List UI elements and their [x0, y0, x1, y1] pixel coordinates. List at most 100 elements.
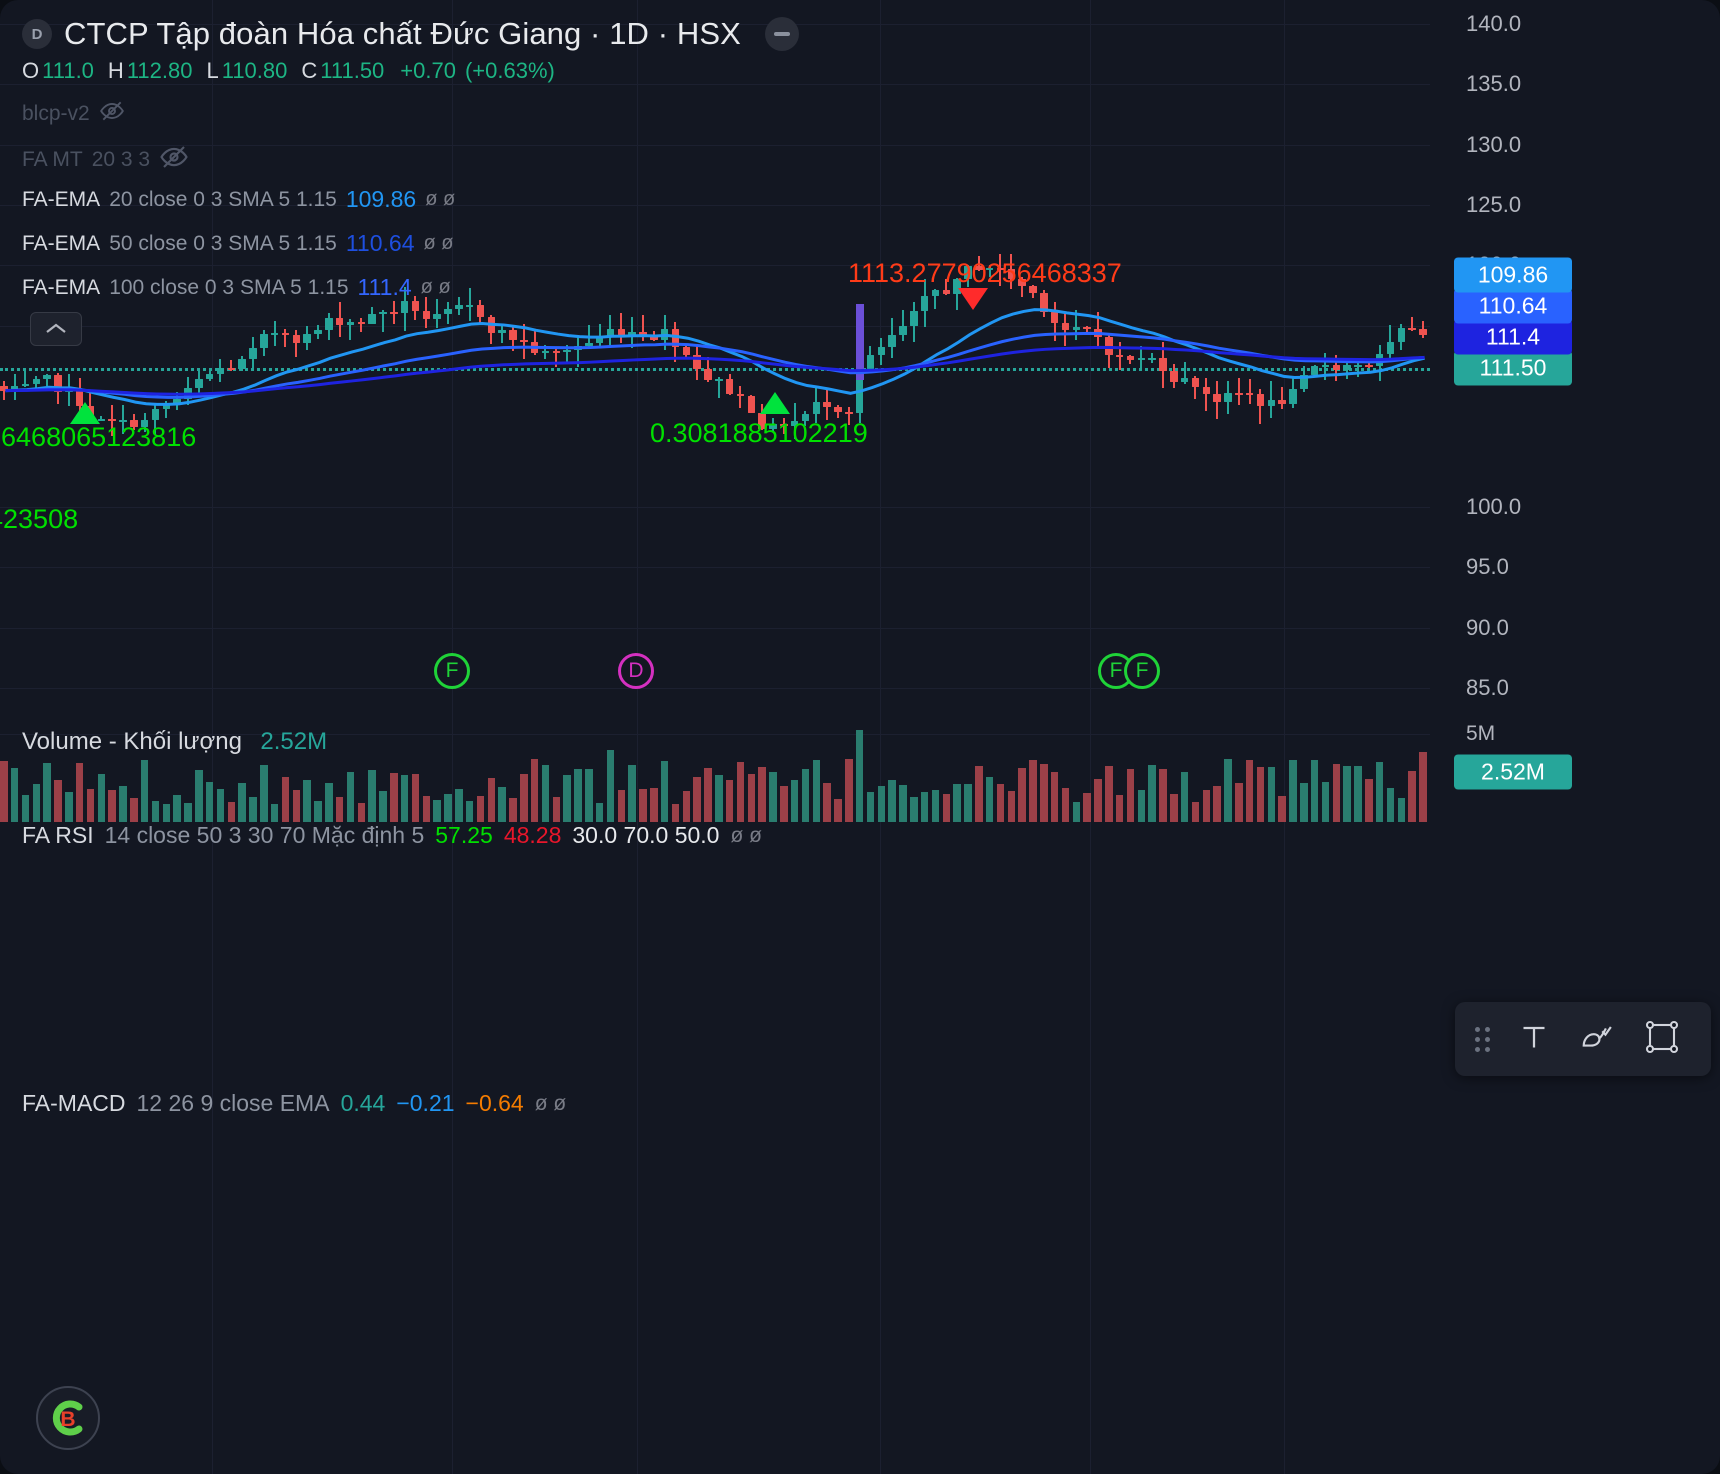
volume-bar [563, 774, 571, 822]
volume-bar [1191, 802, 1200, 822]
candlestick [140, 0, 149, 712]
indicator-name: FA-EMA [22, 275, 101, 299]
volume-bar [108, 790, 116, 822]
macd-name: FA-MACD [22, 1090, 126, 1116]
page-title: CTCP Tập đoàn Hóa chất Đức Giang · 1D · … [64, 16, 741, 51]
rsi-legend[interactable]: FA RSI 14 close 50 3 30 70 Mặc định 5 57… [22, 822, 762, 849]
volume-bar [21, 795, 30, 822]
candlestick [552, 0, 561, 712]
price-tick: 130.0 [1466, 131, 1522, 157]
candlestick [704, 0, 712, 712]
macd-axis[interactable] [1430, 1080, 1720, 1474]
price-tag[interactable]: 110.64 [1454, 288, 1572, 324]
indicator-fa-ema-20[interactable]: FA-EMA 20 close 0 3 SMA 5 1.15 109.86 ø … [22, 186, 455, 213]
candlestick [195, 0, 203, 712]
volume-axis[interactable]: 5M 2.52M [1430, 712, 1720, 822]
volume-bar [292, 790, 301, 822]
candlestick [834, 0, 842, 712]
candlestick [325, 0, 333, 712]
high-value: 112.80 [126, 58, 193, 83]
candlestick [758, 0, 766, 712]
volume-plot-area[interactable] [0, 712, 1430, 822]
ohlc-row: O 111.0 H 112.80 L 110.80 C 111.50 +0.70 (+0… [22, 58, 555, 84]
volume-bar [693, 777, 701, 822]
eye-off-icon[interactable] [159, 142, 189, 178]
price-plot-area[interactable]: 1113.27790256468337 06468065123816 423508 0… [0, 0, 1430, 712]
volume-bar [1072, 801, 1081, 822]
cb-logo-icon: B [36, 1386, 100, 1450]
eye-off-icon[interactable] [99, 98, 125, 130]
volume-bar [130, 798, 138, 822]
fundamental-event-marker[interactable]: F [434, 653, 470, 689]
dividend-event-marker[interactable]: D [618, 653, 654, 689]
volume-pane[interactable]: 5M 2.52M [0, 712, 1720, 822]
volume-bar [877, 786, 886, 822]
macd-plot-area[interactable] [0, 1080, 1430, 1474]
indicator-fa-ema-50[interactable]: FA-EMA 50 close 0 3 SMA 5 1.15 110.64 ø … [22, 230, 453, 257]
price-tick: 85.0 [1466, 674, 1509, 700]
candlestick [866, 0, 875, 712]
volume-bar [1343, 766, 1351, 822]
drag-handle-icon[interactable] [1475, 1026, 1490, 1052]
volume-bar [736, 762, 745, 822]
volume-bar [1083, 793, 1091, 822]
indicator-params: 20 3 3 [91, 148, 151, 171]
indicator-fa-mt[interactable]: FA MT 20 3 3 [22, 142, 189, 178]
volume-bar [650, 787, 658, 822]
text-tool-icon[interactable] [1516, 1019, 1552, 1060]
rsi-value-green: 57.25 [435, 822, 493, 848]
price-axis[interactable]: 85.090.095.0100.0115.0120.0125.0130.0135… [1430, 0, 1720, 712]
volume-bar [162, 803, 171, 822]
candlestick [1386, 0, 1395, 712]
floating-drawing-toolbar[interactable] [1455, 1002, 1711, 1076]
change-value: +0.70 [400, 58, 456, 83]
macd-legend[interactable]: FA-MACD 12 26 9 close EMA 0.44 −0.21 −0.… [22, 1090, 566, 1117]
volume-tag[interactable]: 2.52M [1454, 754, 1572, 790]
candlestick [790, 0, 799, 712]
macd-pane[interactable] [0, 1080, 1720, 1474]
volume-bar [216, 789, 225, 822]
volume-bar [574, 768, 582, 822]
candlestick [877, 0, 886, 712]
price-tag[interactable]: 109.86 [1454, 257, 1572, 293]
price-tick: 140.0 [1466, 11, 1522, 37]
volume-bar [455, 788, 463, 822]
candlestick [1419, 0, 1427, 712]
minimize-icon[interactable] [764, 17, 799, 51]
indicator-blcp-v2[interactable]: blcp-v2 [22, 98, 125, 130]
candlestick [173, 0, 181, 712]
shape-tool-icon[interactable] [1644, 1019, 1680, 1060]
candlestick [476, 0, 485, 712]
candlestick [1213, 0, 1221, 712]
candlestick [1007, 0, 1016, 712]
volume-bar [238, 782, 246, 822]
candlestick [953, 0, 961, 712]
volume-bar [1137, 789, 1146, 822]
volume-bar [1040, 764, 1048, 822]
volume-bar [1310, 759, 1319, 822]
volume-bar [140, 759, 149, 822]
collapse-legend-button[interactable] [30, 312, 82, 346]
price-pane[interactable]: 1113.27790256468337 06468065123816 423508 0… [0, 0, 1720, 712]
candlestick [205, 0, 214, 712]
candlestick [985, 0, 994, 712]
candlestick [335, 0, 344, 712]
volume-bar [465, 801, 474, 822]
volume-bar [834, 798, 842, 822]
chart-title-row: D CTCP Tập đoàn Hóa chất Đức Giang · 1D … [22, 16, 799, 52]
candlestick [455, 0, 463, 712]
sell-signal-marker [958, 288, 988, 310]
candlestick [617, 0, 626, 712]
price-tag[interactable]: 111.50 [1454, 350, 1572, 386]
fundamental-event-marker[interactable]: F [1124, 653, 1160, 689]
price-tag[interactable]: 111.4 [1454, 319, 1572, 355]
indicator-fa-ema-100[interactable]: FA-EMA 100 close 0 3 SMA 5 1.15 111.4 ø … [22, 274, 451, 301]
volume-bar [1170, 794, 1178, 822]
candlestick [1267, 0, 1276, 712]
open-value: 111.0 [42, 58, 94, 83]
volume-bar [0, 761, 8, 822]
candlestick [845, 0, 853, 712]
brush-tool-icon[interactable] [1578, 1019, 1618, 1060]
rsi-plot-area[interactable] [0, 822, 1430, 1080]
